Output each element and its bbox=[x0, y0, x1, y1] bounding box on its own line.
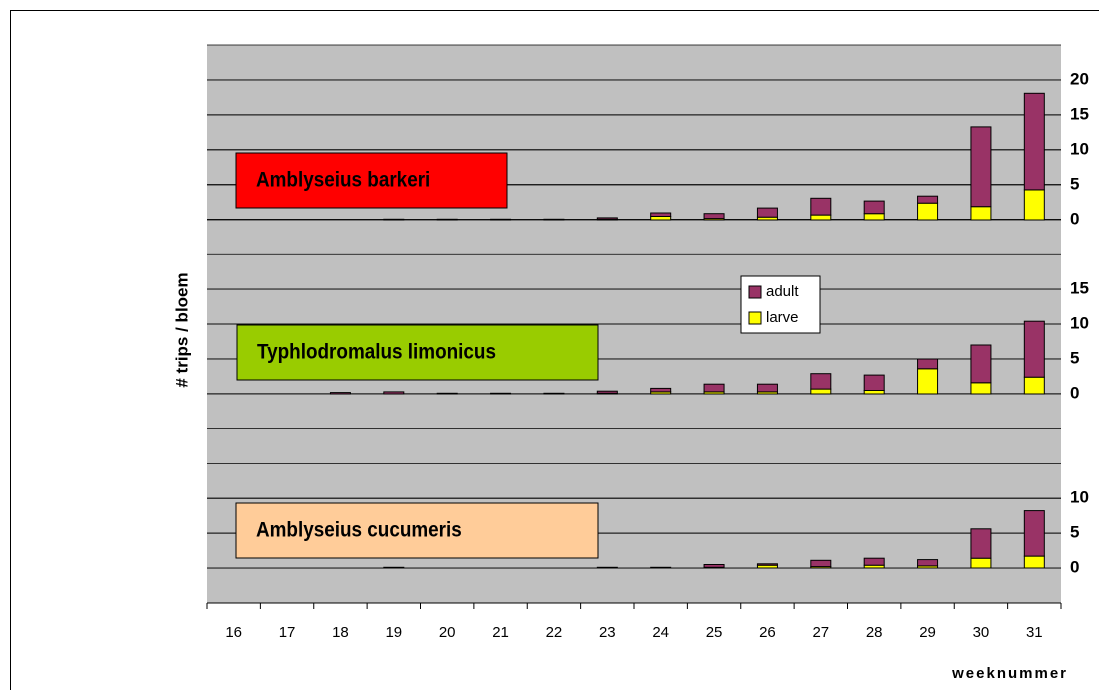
x-tick-label: 18 bbox=[332, 624, 349, 641]
x-tick-label: 19 bbox=[385, 624, 402, 641]
bar-segment bbox=[810, 559, 832, 568]
bar-segment bbox=[383, 218, 405, 221]
bar-segment bbox=[756, 383, 778, 393]
legend-swatch bbox=[748, 285, 762, 299]
bar-segment bbox=[543, 218, 565, 221]
y-tick-label: 0 bbox=[1070, 383, 1079, 402]
panel-label: Typhlodromalus limonicus bbox=[257, 341, 496, 364]
y-axis-label: # trips / bloem bbox=[172, 272, 191, 387]
x-tick-label: 27 bbox=[812, 624, 829, 641]
bar-segment bbox=[917, 358, 939, 370]
y-tick-label: 10 bbox=[1070, 139, 1089, 158]
x-tick-label: 31 bbox=[1026, 624, 1043, 641]
legend-label: adult bbox=[766, 283, 799, 300]
bar-segment bbox=[596, 566, 618, 569]
bar-segment bbox=[1023, 92, 1045, 191]
bar-segment bbox=[863, 557, 885, 566]
y-tick-label: 0 bbox=[1070, 557, 1079, 576]
y-tick-label: 5 bbox=[1070, 348, 1079, 367]
bar-segment bbox=[650, 566, 672, 569]
bar-segment bbox=[970, 206, 992, 221]
bar-segment bbox=[863, 374, 885, 392]
x-tick-label: 29 bbox=[919, 624, 936, 641]
bar-segment bbox=[703, 213, 725, 220]
panel-label-box bbox=[235, 502, 599, 559]
bar-segment bbox=[703, 383, 725, 393]
x-tick-label: 25 bbox=[706, 624, 723, 641]
bar-segment bbox=[863, 390, 885, 395]
panel-label-box bbox=[235, 152, 508, 209]
bar-segment bbox=[650, 216, 672, 221]
x-tick-label: 22 bbox=[546, 624, 563, 641]
bar-segment bbox=[810, 388, 832, 395]
bar-segment bbox=[490, 392, 512, 395]
bar-segment bbox=[970, 382, 992, 395]
y-tick-label: 0 bbox=[1070, 209, 1079, 228]
bar-segment bbox=[650, 387, 672, 393]
y-tick-label: 10 bbox=[1070, 487, 1089, 506]
bar-segment bbox=[436, 392, 458, 395]
bar-segment bbox=[917, 368, 939, 395]
bar-segment bbox=[596, 390, 618, 394]
x-axis-label: weeknummer bbox=[951, 665, 1068, 682]
panel-label-box bbox=[236, 324, 599, 381]
x-tick-label: 21 bbox=[492, 624, 509, 641]
y-tick-label: 5 bbox=[1070, 522, 1079, 541]
bar-segment bbox=[917, 202, 939, 221]
y-tick-label: 15 bbox=[1070, 278, 1089, 297]
bar-segment bbox=[756, 207, 778, 218]
bar-segment bbox=[703, 564, 725, 568]
x-tick-label: 17 bbox=[279, 624, 296, 641]
bar-segment bbox=[1023, 376, 1045, 395]
bar-segment bbox=[756, 563, 778, 566]
x-tick-label: 20 bbox=[439, 624, 456, 641]
legend-label: larve bbox=[766, 309, 799, 326]
bar-segment bbox=[970, 126, 992, 208]
x-tick-label: 23 bbox=[599, 624, 616, 641]
bar-segment bbox=[329, 392, 351, 395]
y-tick-label: 20 bbox=[1070, 69, 1089, 88]
bar-segment bbox=[1023, 555, 1045, 569]
bar-segment bbox=[863, 213, 885, 221]
legend-swatch bbox=[748, 311, 762, 325]
bar-segment bbox=[917, 195, 939, 204]
bar-segment bbox=[383, 566, 405, 569]
y-tick-label: 10 bbox=[1070, 313, 1089, 332]
x-tick-label: 28 bbox=[866, 624, 883, 641]
bar-segment bbox=[970, 557, 992, 569]
bar-segment bbox=[810, 373, 832, 390]
x-tick-label: 24 bbox=[652, 624, 669, 641]
bar-segment bbox=[810, 197, 832, 216]
bar-segment bbox=[596, 217, 618, 220]
bar-segment bbox=[863, 200, 885, 215]
x-tick-label: 26 bbox=[759, 624, 776, 641]
bar-segment bbox=[543, 392, 565, 395]
y-tick-label: 5 bbox=[1070, 174, 1079, 193]
panel-label: Amblyseius cucumeris bbox=[256, 519, 462, 542]
bar-segment bbox=[1023, 510, 1045, 557]
bar-segment bbox=[650, 212, 672, 217]
bar-segment bbox=[917, 559, 939, 567]
x-tick-label: 16 bbox=[225, 624, 242, 641]
panel-label: Amblyseius barkeri bbox=[256, 169, 430, 192]
bar-segment bbox=[1023, 320, 1045, 378]
y-tick-label: 15 bbox=[1070, 104, 1089, 123]
bar-segment bbox=[970, 344, 992, 384]
bar-segment bbox=[970, 528, 992, 559]
bar-segment bbox=[436, 218, 458, 221]
bar-segment bbox=[490, 218, 512, 221]
bar-segment bbox=[810, 214, 832, 221]
bar-segment bbox=[1023, 189, 1045, 221]
bar-segment bbox=[383, 391, 405, 395]
x-tick-label: 30 bbox=[973, 624, 990, 641]
